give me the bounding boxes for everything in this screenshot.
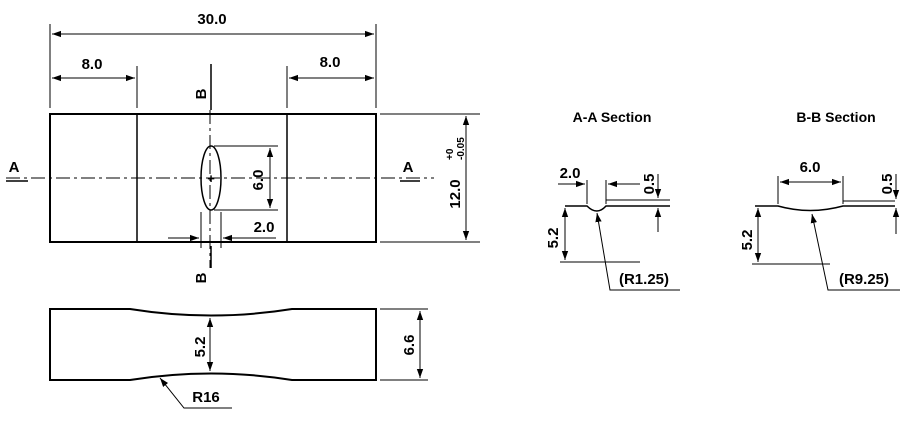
section-b-bottom-label: B [193,272,210,283]
section-aa-radius-leader [595,212,680,291]
notch-length-label: 6.0 [250,170,267,191]
section-bb-profile [755,205,895,212]
section-a-left-label: A [9,159,20,176]
width-tol-lower: -0.05 [456,137,467,160]
section-bb-height-label: 5.2 [739,230,756,251]
radius-label: R16 [192,389,220,406]
width-tol-upper: +0 [445,148,456,160]
plan-view: 30.0 8.0 8.0 A A B B + 6.0 2.0 [6,11,480,283]
side-view: 5.2 6.6 R16 [49,308,428,409]
section-bb-title: B-B Section [796,109,875,125]
section-bb-radius-label: (R9.25) [839,271,889,288]
section-bb-width-label: 6.0 [800,159,821,176]
section-aa-profile [565,205,670,212]
min-thickness-label: 5.2 [192,337,209,358]
width-tolerance-group: 12.0 +0 -0.05 [445,137,467,209]
width-label: 12.0 [447,179,464,208]
section-aa-depth-label: 0.5 [641,174,658,195]
section-a-right-label: A [403,159,414,176]
notch-width-label: 2.0 [254,219,275,236]
section-bb: B-B Section 6.0 0.5 5.2 (R9.25) [739,109,900,291]
left-shoulder-label: 8.0 [82,56,103,73]
section-b-top-label: B [193,88,210,99]
notch-center-mark: + [207,171,215,186]
side-view-outline [49,308,377,381]
section-bb-radius-leader [810,213,900,291]
right-shoulder-label: 8.0 [320,54,341,71]
notch-ellipse [200,145,222,211]
radius-leader [159,377,232,409]
thickness-label: 6.6 [401,335,418,356]
section-aa-height-label: 5.2 [545,228,562,249]
section-aa-title: A-A Section [573,109,652,125]
section-aa: A-A Section 2.0 0.5 5.2 (R1.25) [545,109,680,291]
overall-length-label: 30.0 [197,11,226,28]
section-bb-depth-label: 0.5 [879,174,896,195]
section-aa-width-label: 2.0 [560,165,581,182]
section-aa-radius-label: (R1.25) [619,271,669,288]
